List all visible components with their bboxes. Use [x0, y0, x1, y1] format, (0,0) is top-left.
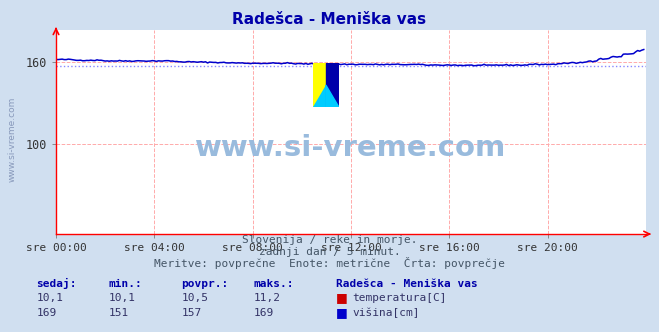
Text: Slovenija / reke in morje.: Slovenija / reke in morje. — [242, 235, 417, 245]
Text: 10,1: 10,1 — [109, 293, 136, 303]
Text: 11,2: 11,2 — [254, 293, 281, 303]
Text: temperatura[C]: temperatura[C] — [353, 293, 447, 303]
Text: 10,1: 10,1 — [36, 293, 63, 303]
Text: Radešca - Meniška vas: Radešca - Meniška vas — [233, 12, 426, 27]
Polygon shape — [312, 62, 339, 108]
Text: min.:: min.: — [109, 279, 142, 289]
Polygon shape — [326, 85, 339, 108]
Text: www.si-vreme.com: www.si-vreme.com — [195, 134, 507, 162]
Polygon shape — [312, 62, 339, 108]
Text: Radešca - Meniška vas: Radešca - Meniška vas — [336, 279, 478, 289]
Text: ■: ■ — [336, 291, 348, 304]
Text: 169: 169 — [254, 308, 274, 318]
Text: www.si-vreme.com: www.si-vreme.com — [8, 97, 17, 182]
Text: maks.:: maks.: — [254, 279, 294, 289]
Text: zadnji dan / 5 minut.: zadnji dan / 5 minut. — [258, 247, 401, 257]
Text: 169: 169 — [36, 308, 57, 318]
Text: 151: 151 — [109, 308, 129, 318]
Text: 10,5: 10,5 — [181, 293, 208, 303]
Text: ■: ■ — [336, 306, 348, 319]
Text: višina[cm]: višina[cm] — [353, 308, 420, 318]
Text: sedaj:: sedaj: — [36, 278, 76, 289]
Text: Meritve: povprečne  Enote: metrične  Črta: povprečje: Meritve: povprečne Enote: metrične Črta:… — [154, 257, 505, 269]
Text: povpr.:: povpr.: — [181, 279, 229, 289]
Polygon shape — [326, 62, 339, 108]
Text: 157: 157 — [181, 308, 202, 318]
